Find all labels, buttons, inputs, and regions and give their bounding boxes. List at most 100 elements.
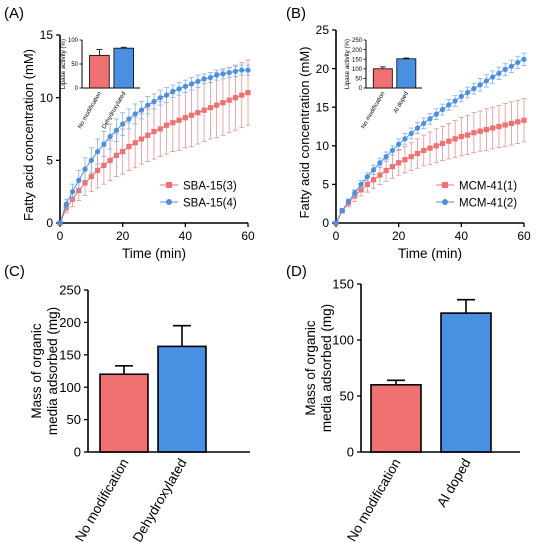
legend-marker	[166, 199, 172, 205]
data-point	[465, 89, 471, 96]
legend-marker	[442, 182, 448, 188]
data-point	[458, 93, 464, 99]
data-point	[145, 102, 151, 108]
data-point	[345, 198, 352, 204]
legend-label: MCM-41(2)	[459, 198, 517, 210]
data-point	[465, 132, 471, 138]
data-point	[339, 208, 345, 214]
data-point	[352, 190, 358, 196]
x-tick-label: 60	[517, 229, 531, 243]
inset-category-label: Al doped	[393, 91, 410, 115]
data-point	[226, 97, 232, 103]
data-point	[389, 164, 395, 170]
y-tick-label: 20	[316, 62, 330, 76]
y-tick-label: 50	[67, 412, 81, 427]
data-point	[239, 67, 245, 73]
data-point	[132, 111, 138, 117]
data-point	[371, 167, 377, 173]
y-tick-label: 25	[316, 23, 330, 37]
data-point	[333, 220, 339, 226]
bar	[157, 345, 207, 453]
inset-y-axis-label: Lipase activity (%)	[60, 39, 67, 89]
data-point	[232, 68, 239, 74]
x-axis-label: Time (min)	[398, 246, 462, 261]
x-tick-label: 0	[57, 229, 64, 243]
y-tick-label: 100	[59, 380, 81, 395]
data-point	[433, 143, 439, 149]
data-point	[214, 102, 220, 108]
y-tick-label: 0	[322, 216, 329, 230]
panel-a: (A) 0 5 10 15 0 20 40 60 Time (min) Fatty acid con…	[4, 5, 255, 261]
data-point	[226, 70, 232, 76]
data-point	[176, 117, 182, 123]
data-point	[182, 115, 188, 121]
bar	[99, 373, 149, 453]
x-tick-label: 20	[116, 229, 130, 243]
panel-label: (D)	[286, 263, 307, 280]
inset-y-tick-label: 200	[352, 48, 363, 54]
y-tick-label: 15	[40, 28, 54, 42]
data-point	[82, 166, 88, 172]
legend-label: MCM-41(1)	[459, 181, 517, 193]
data-point	[358, 187, 364, 193]
data-point	[88, 174, 94, 180]
data-point	[421, 120, 427, 127]
inset-bar	[89, 54, 110, 89]
data-point	[201, 107, 207, 113]
inset-bar	[372, 68, 393, 89]
x-tick-label: 40	[455, 229, 469, 243]
data-point	[452, 136, 458, 142]
panel-label: (A)	[4, 5, 24, 22]
panel-label: (B)	[286, 5, 306, 22]
y-tick-label: 0	[46, 216, 53, 230]
data-point	[163, 122, 170, 128]
inset-y-tick-label: 50	[71, 62, 78, 68]
inset-y-axis-label: Lipase activity (%)	[344, 39, 351, 89]
y-axis-label: Mass of organic	[29, 323, 44, 419]
y-axis-label: Fatty acid concentration (mM)	[297, 47, 312, 219]
data-point	[170, 120, 176, 126]
data-point	[408, 154, 414, 160]
data-point	[101, 162, 107, 168]
y-tick-label: 100	[332, 333, 354, 348]
inset-y-tick-label: 250	[352, 38, 363, 44]
data-point	[396, 160, 402, 166]
x-axis-label: Time (min)	[122, 246, 186, 261]
data-point	[95, 148, 101, 155]
data-point	[477, 82, 483, 88]
y-tick-label: 200	[59, 315, 81, 330]
data-point	[377, 160, 383, 166]
data-point	[157, 95, 163, 101]
legend-marker	[166, 182, 172, 188]
data-point	[439, 106, 446, 113]
data-point	[458, 133, 464, 140]
data-point	[414, 150, 421, 157]
data-point	[508, 63, 515, 69]
data-point	[427, 145, 433, 151]
legend-marker	[442, 199, 448, 205]
y-tick-label: 5	[322, 178, 329, 192]
legend-label: SBA-15(4)	[183, 198, 237, 210]
data-point	[490, 74, 496, 80]
y-axis-label: media adsorbed (mg)	[319, 304, 334, 432]
y-tick-label: 250	[59, 283, 81, 298]
data-point	[371, 177, 377, 183]
y-tick-label: 15	[316, 100, 330, 114]
data-point	[521, 117, 527, 123]
y-tick-label: 10	[40, 91, 54, 105]
legend-label: SBA-15(3)	[183, 181, 237, 193]
y-tick-label: 0	[74, 445, 81, 460]
bar	[440, 312, 492, 453]
y-tick-label: 0	[347, 445, 354, 460]
inset-bar	[113, 47, 135, 89]
data-point	[421, 147, 427, 154]
data-point	[145, 132, 151, 138]
data-point	[189, 112, 195, 118]
inset-y-tick-label: 100	[352, 67, 363, 73]
inset-bar	[396, 58, 417, 89]
data-point	[414, 125, 421, 131]
data-point	[207, 105, 213, 111]
data-point	[95, 167, 101, 173]
y-tick-label: 150	[332, 277, 354, 292]
